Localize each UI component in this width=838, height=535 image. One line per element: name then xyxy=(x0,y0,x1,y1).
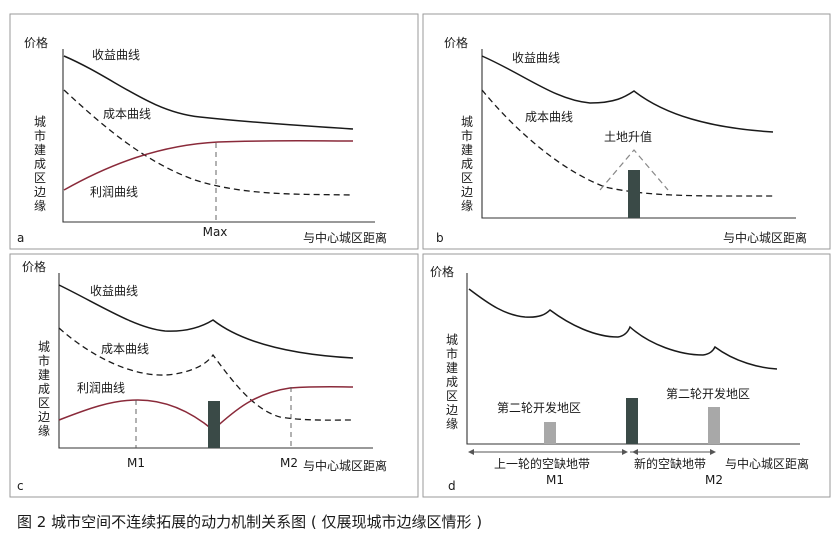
panel-d-price-label: 价格 xyxy=(430,264,454,279)
panel-a-y-char: 缘 xyxy=(34,199,46,213)
panel-a-profit-label: 利润曲线 xyxy=(90,185,138,199)
panel-d-y-axis-label: 城 市 建 成 区 边 缘 xyxy=(446,333,458,431)
panel-c-cost-curve xyxy=(58,327,354,421)
panel-c-m1-tick-label: M1 xyxy=(127,456,145,470)
panel-c-y-char: 区 xyxy=(38,396,50,410)
panel-d-second-round-bar-left xyxy=(544,422,556,444)
panel-b-y-char: 缘 xyxy=(461,199,473,213)
panel-b-revenue-curve xyxy=(481,55,774,133)
panel-c-y-char: 市 xyxy=(38,353,50,368)
panel-a-axes xyxy=(62,49,375,223)
panel-c: 价格 城 市 建 成 区 边 缘 收益曲线 成本曲线 利润曲线 M1 M2 与中… xyxy=(9,253,419,498)
panel-d-axes xyxy=(466,273,800,445)
panel-b-x-axis-label: 与中心城区距离 xyxy=(723,230,807,245)
panel-d: 价格 城 市 建 成 区 边 缘 第二轮开发地区 第二轮开发地区 上一轮的空缺地… xyxy=(422,253,831,498)
panel-c-price-label: 价格 xyxy=(22,259,46,274)
panel-c-m2-tick-label: M2 xyxy=(280,456,298,470)
panel-b-y-char: 建 xyxy=(461,143,473,157)
panel-a-price-label: 价格 xyxy=(24,35,48,50)
panel-b-cost-curve xyxy=(481,89,774,197)
panel-c-revenue-label: 收益曲线 xyxy=(90,284,138,298)
panel-d-y-char: 建 xyxy=(446,361,458,375)
panel-d-revenue-curve xyxy=(468,288,778,370)
panel-a-profit-curve xyxy=(63,140,354,191)
panel-d-gap-zone-previous-label: 上一轮的空缺地带 xyxy=(494,456,590,471)
panel-a: 价格 城 市 建 成 区 边 缘 收益曲线 成本曲线 利润曲线 Max 与中心城… xyxy=(9,13,419,250)
panel-d-x-axis-label: 与中心城区距离 xyxy=(725,456,809,471)
panel-c-revenue-curve xyxy=(58,284,354,359)
panel-b-frame xyxy=(422,13,831,250)
panel-d-m2-tick-label: M2 xyxy=(705,473,723,487)
panel-a-max-tick-label: Max xyxy=(203,225,228,239)
panel-c-y-char: 城 xyxy=(38,340,50,354)
panel-b-letter: b xyxy=(436,231,444,245)
panel-c-profit-label: 利润曲线 xyxy=(77,381,125,395)
panel-a-y-char: 边 xyxy=(34,185,46,199)
panel-d-m1-tick-label: M1 xyxy=(546,473,564,487)
panel-d-y-char: 边 xyxy=(446,403,458,417)
panel-c-x-axis-label: 与中心城区距离 xyxy=(303,458,387,473)
panel-a-y-char: 建 xyxy=(34,143,46,157)
panel-c-letter: c xyxy=(17,479,24,493)
figure-caption: 图 2 城市空间不连续拓展的动力机制关系图 ( 仅展现城市边缘区情形 ) xyxy=(17,513,482,531)
panel-c-frame xyxy=(9,253,419,498)
panel-d-y-char: 城 xyxy=(446,333,458,347)
panel-d-second-round-bar-right xyxy=(708,407,720,444)
panel-d-second-round-label-right: 第二轮开发地区 xyxy=(666,386,750,401)
panel-d-y-char: 成 xyxy=(446,375,458,389)
panel-b-y-char: 区 xyxy=(461,171,473,185)
panel-b-y-axis-label: 城 市 建 成 区 边 缘 xyxy=(461,115,473,213)
panel-d-arrowhead xyxy=(468,449,474,455)
panel-d-arrowhead xyxy=(710,449,716,455)
panel-b-revenue-label: 收益曲线 xyxy=(512,51,560,65)
panel-a-frame xyxy=(9,13,419,250)
panel-d-gap-zone-new-label: 新的空缺地带 xyxy=(634,456,706,471)
panel-b-y-char: 城 xyxy=(461,115,473,129)
panel-a-cost-curve xyxy=(63,89,354,196)
panel-d-y-char: 市 xyxy=(446,346,458,361)
panel-d-letter: d xyxy=(448,479,456,493)
panel-b-price-label: 价格 xyxy=(444,35,468,50)
panel-c-y-char: 成 xyxy=(38,382,50,396)
panel-b-appreciation-label: 土地升值 xyxy=(604,129,652,144)
panel-a-y-axis-label: 城 市 建 成 区 边 缘 xyxy=(34,115,46,213)
panel-d-arrowhead xyxy=(622,449,628,455)
panel-d-arrowhead xyxy=(632,449,638,455)
panel-c-y-char: 缘 xyxy=(38,424,50,438)
panel-b-y-char: 成 xyxy=(461,157,473,171)
panel-c-y-char: 建 xyxy=(38,368,50,382)
panel-c-cost-label: 成本曲线 xyxy=(101,342,149,356)
panel-b-y-char: 边 xyxy=(461,185,473,199)
panel-a-revenue-curve xyxy=(63,55,354,130)
panel-a-y-char: 城 xyxy=(34,115,46,129)
panel-a-y-char: 成 xyxy=(34,157,46,171)
panel-c-y-char: 边 xyxy=(38,410,50,424)
panel-a-y-char: 区 xyxy=(34,171,46,185)
panel-a-letter: a xyxy=(17,231,24,245)
panel-b-cost-label: 成本曲线 xyxy=(525,110,573,124)
panel-d-y-char: 区 xyxy=(446,389,458,403)
panel-d-frame xyxy=(422,253,831,498)
panel-a-y-char: 市 xyxy=(34,128,46,143)
panel-c-axes xyxy=(58,273,373,449)
panel-c-gap-bar xyxy=(208,401,220,448)
panel-c-y-axis-label: 城 市 建 成 区 边 缘 xyxy=(38,340,50,438)
panel-d-y-char: 缘 xyxy=(446,417,458,431)
panel-d-second-round-label-left: 第二轮开发地区 xyxy=(497,400,581,415)
panel-a-cost-label: 成本曲线 xyxy=(103,107,151,121)
panel-b-y-char: 市 xyxy=(461,128,473,143)
panel-b-appreciation-bar xyxy=(628,170,640,218)
panel-a-revenue-label: 收益曲线 xyxy=(92,48,140,62)
panel-b: 价格 城 市 建 成 区 边 缘 收益曲线 成本曲线 土地升值 与中心城区距离 … xyxy=(422,13,831,250)
panel-d-gap-bar xyxy=(626,398,638,444)
panel-a-x-axis-label: 与中心城区距离 xyxy=(303,230,387,245)
panel-d-gap-zone-arrows xyxy=(468,449,716,455)
panel-b-axes xyxy=(481,49,796,219)
panel-b-appreciation-spike xyxy=(599,149,669,191)
